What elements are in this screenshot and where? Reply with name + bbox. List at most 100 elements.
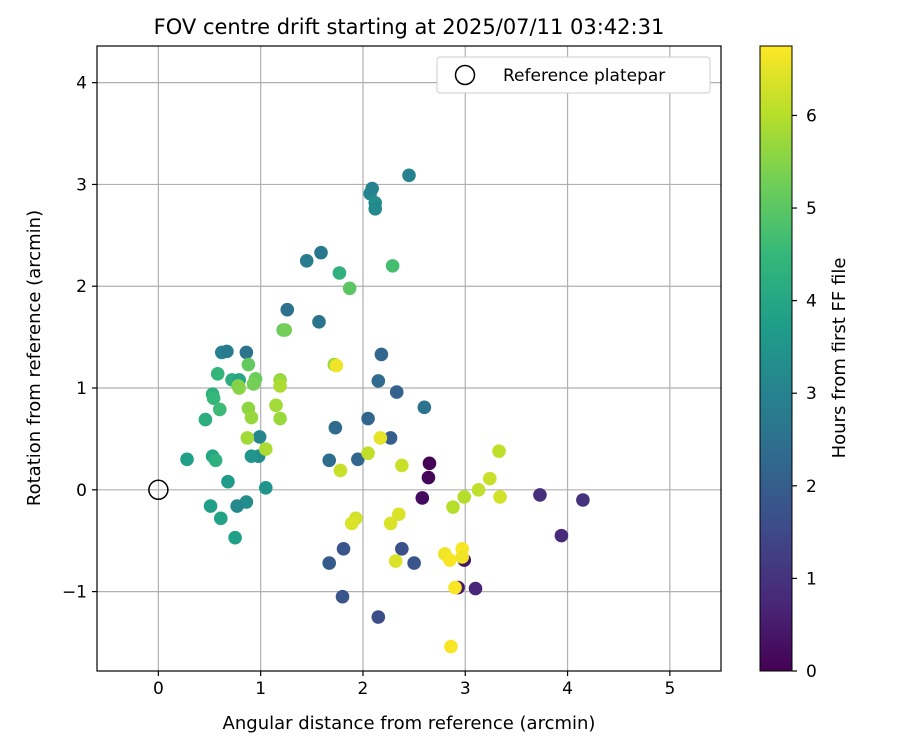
data-point [231, 379, 245, 393]
data-point [383, 431, 398, 445]
data-point [455, 550, 469, 564]
y-tick-label: 2 [76, 277, 87, 297]
data-point [213, 511, 228, 526]
data-point [208, 453, 223, 468]
grid [97, 46, 721, 671]
colorbar-tick-label: 1 [806, 569, 817, 589]
data-point [336, 542, 351, 556]
y-tick-label: 4 [76, 74, 87, 94]
data-point [322, 453, 337, 468]
data-point [342, 281, 357, 296]
x-tick-label: 0 [153, 679, 164, 699]
data-point [252, 430, 267, 444]
data-point [329, 358, 344, 373]
data-point [365, 181, 379, 196]
data-point [388, 554, 403, 568]
data-point [444, 639, 458, 654]
data-point [371, 610, 386, 624]
data-point [421, 470, 436, 485]
data-point [246, 377, 261, 391]
data-point [361, 411, 375, 426]
x-tick-label: 5 [664, 679, 675, 699]
data-point [443, 553, 457, 567]
y-tick-label: 3 [76, 175, 87, 195]
data-point [395, 458, 409, 473]
data-point [471, 483, 486, 497]
legend-label-reference: Reference platepar [503, 66, 665, 86]
data-point [203, 499, 218, 513]
data-point [221, 474, 235, 489]
data-point [244, 410, 259, 425]
colorbar-tick-label: 4 [806, 292, 817, 312]
data-point [492, 444, 506, 458]
data-point [576, 493, 590, 507]
data-point [333, 463, 348, 478]
colorbar-tick-label: 6 [806, 106, 817, 126]
reference-point-marker [148, 479, 169, 501]
data-point [395, 542, 409, 556]
colorbar-gradient [759, 45, 793, 672]
colorbar: 0 1 2 3 4 5 6 Hours from first FF file [759, 45, 850, 682]
legend: Reference platepar [436, 56, 711, 94]
data-point [258, 480, 273, 495]
data-point [422, 456, 437, 471]
y-axis-label: Rotation from reference (arcmin) [24, 210, 45, 506]
colorbar-ticks: 0 1 2 3 4 5 6 [792, 106, 817, 682]
data-point [417, 400, 432, 415]
data-point [206, 391, 221, 405]
y-tick-label: 0 [76, 481, 87, 501]
colorbar-tick-label: 3 [806, 384, 817, 404]
data-point [374, 347, 389, 362]
legend-marker-reference [454, 64, 476, 86]
data-point [220, 344, 234, 359]
data-point [299, 253, 314, 268]
data-point [241, 357, 256, 372]
data-points [148, 168, 590, 654]
data-point [383, 516, 398, 531]
data-point [493, 490, 507, 504]
colorbar-tick-label: 5 [806, 199, 817, 219]
x-tick-label: 1 [255, 679, 266, 699]
data-point [258, 442, 273, 456]
x-tick-label: 3 [460, 679, 471, 699]
data-point [314, 245, 328, 260]
data-point [332, 266, 347, 280]
y-axis: −1 0 1 2 3 4 [62, 74, 97, 603]
x-axis-label: Angular distance from reference (arcmin) [223, 713, 596, 734]
data-point [210, 366, 225, 381]
plot-frame [96, 45, 722, 672]
data-point [322, 556, 337, 570]
chart-title: FOV centre drift starting at 2025/07/11 … [154, 15, 665, 39]
data-point [446, 500, 460, 514]
data-point [273, 379, 287, 393]
colorbar-tick-label: 2 [806, 477, 817, 497]
data-point [312, 315, 326, 329]
x-tick-label: 2 [358, 679, 369, 699]
data-point [198, 412, 213, 427]
y-tick-label: 1 [76, 379, 87, 399]
data-point [240, 431, 255, 445]
data-point [368, 202, 383, 216]
x-tick-label: 4 [562, 679, 573, 699]
data-point [273, 411, 287, 426]
data-point [244, 449, 259, 464]
data-point [228, 530, 242, 545]
data-point [351, 452, 365, 467]
data-point [230, 499, 244, 513]
y-tick-label: −1 [62, 583, 87, 603]
data-point [371, 374, 386, 388]
x-axis: 0 1 2 3 4 5 [153, 671, 675, 699]
data-point [328, 420, 343, 435]
data-point [402, 168, 416, 183]
plot-area-border [96, 45, 722, 672]
legend-box [436, 56, 711, 94]
data-point [180, 452, 194, 467]
data-point [407, 556, 421, 570]
data-point [280, 302, 295, 317]
data-point [269, 398, 283, 413]
data-point [344, 516, 359, 531]
data-point [239, 345, 254, 360]
colorbar-label: Hours from first FF file [829, 258, 850, 459]
